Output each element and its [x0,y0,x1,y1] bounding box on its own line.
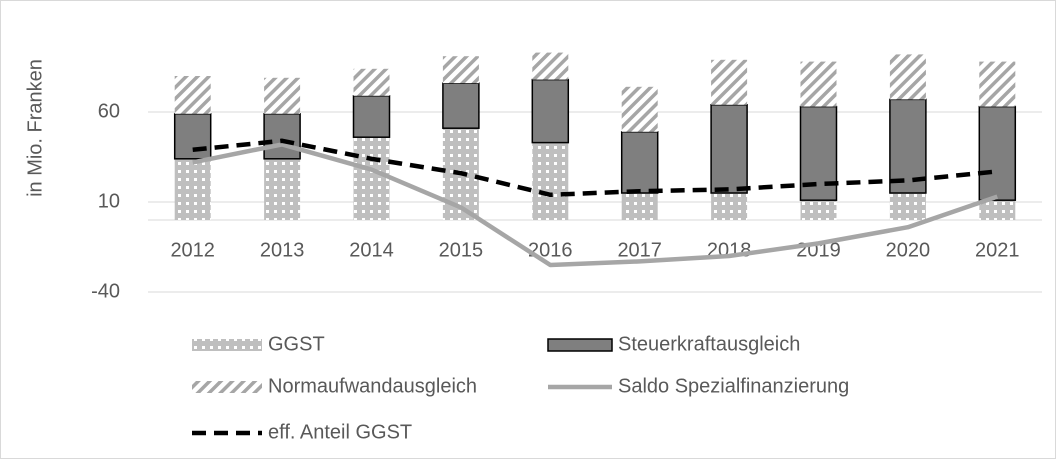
legend-label: Normaufwandausgleich [268,375,477,397]
x-tick-label: 2020 [886,239,931,261]
x-tick-label: 2012 [170,239,215,261]
legend-label: Saldo Spezialfinanzierung [618,375,849,397]
y-tick-label: 10 [98,190,120,212]
bar [264,77,301,114]
legend-swatch [192,381,262,393]
bar [442,56,479,84]
legend-swatch [192,339,262,351]
bar [353,137,390,220]
y-tick-label: -40 [91,280,120,302]
y-axis-label: in Mio. Franken [24,59,46,197]
bar [532,52,569,80]
bar [978,105,1017,201]
bar [800,61,837,107]
bar [174,158,211,220]
bar [800,200,837,220]
bar [532,142,569,220]
bar [264,158,301,220]
bar [889,193,926,220]
bar [889,54,926,100]
x-tick-label: 2017 [617,239,662,261]
bar [621,193,658,220]
line-series [192,138,998,198]
x-tick-label: 2014 [349,239,394,261]
legend-swatch [547,338,613,352]
bar [173,113,212,160]
bar [353,68,390,96]
bar [263,113,301,160]
line-series [192,142,999,268]
legend-label: GGST [268,333,325,355]
bar [174,76,211,114]
bar [620,131,659,194]
x-tick-label: 2016 [528,239,573,261]
bar [531,78,570,144]
bar [979,61,1016,107]
legend-label: eff. Anteil GGST [268,421,412,443]
legend-label: Steuerkraftausgleich [618,333,800,355]
bar [711,193,748,220]
bar [979,200,1016,220]
bar [710,104,748,194]
bar [352,95,391,138]
y-tick-label: 60 [98,100,120,122]
x-tick-label: 2015 [439,239,484,261]
x-tick-label: 2021 [975,239,1020,261]
x-tick-label: 2013 [260,239,305,261]
bar [442,82,480,129]
bar [621,86,658,132]
bar [711,59,748,105]
